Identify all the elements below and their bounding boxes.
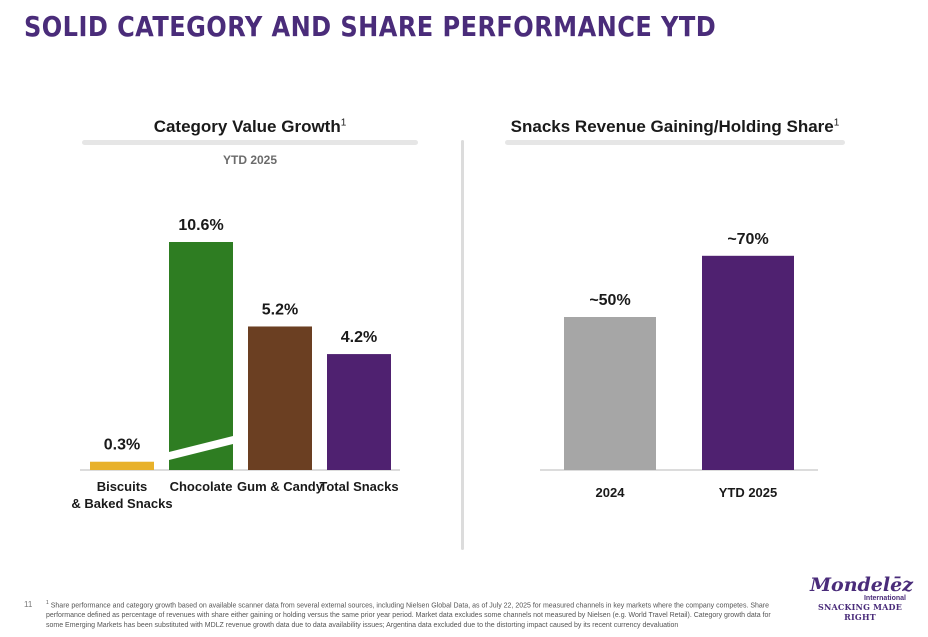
footnote-text: Share performance and category growth ba… — [46, 602, 771, 630]
data-label-1: 10.6% — [178, 217, 223, 234]
share-data-label-0: ~50% — [589, 292, 630, 309]
logo-subtext: International — [863, 595, 906, 602]
category-label-2: Gum & Candy — [237, 479, 324, 494]
slide-title: SOLID CATEGORY AND SHARE PERFORMANCE YTD — [24, 10, 717, 43]
bar-2 — [248, 326, 312, 470]
share-category-label-0: 2024 — [596, 485, 626, 500]
left-chart-title-text: Category Value Growth — [153, 117, 341, 136]
right-chart-title: Snacks Revenue Gaining/Holding Share1 — [505, 117, 845, 137]
left-chart-subtitle: YTD 2025 — [222, 153, 278, 167]
mondelez-logo: Mondelēz International SNACKING MADE RIG… — [810, 574, 913, 622]
category-label-3: Total Snacks — [319, 479, 398, 494]
bar-1 — [169, 242, 233, 470]
left-chart-title-underline — [82, 140, 418, 145]
bar-0 — [90, 461, 154, 470]
share-data-label-1: ~70% — [727, 231, 768, 248]
category-label-0-line1: & Baked Snacks — [71, 496, 172, 511]
data-label-0: 0.3% — [104, 437, 140, 454]
category-label-0: Biscuits — [97, 479, 148, 494]
share-category-label-1: YTD 2025 — [719, 485, 778, 500]
axis-break-mark — [169, 436, 233, 460]
share-bar-1 — [702, 255, 794, 470]
category-label-1: Chocolate — [170, 479, 233, 494]
left-chart-title-sup: 1 — [340, 117, 347, 129]
footnote: 1 Share performance and category growth … — [46, 598, 786, 631]
bar-3 — [327, 354, 391, 470]
data-label-3: 4.2% — [341, 329, 377, 346]
right-chart-title-underline — [505, 140, 845, 145]
share-bar-0 — [564, 317, 656, 470]
left-chart-title: Category Value Growth1 — [82, 117, 418, 137]
footnote-marker: 1 — [46, 600, 49, 606]
logo-wordmark: Mondelēz — [810, 574, 913, 596]
right-chart-title-sup: 1 — [833, 117, 840, 129]
logo-tagline: SNACKING MADE RIGHT — [818, 602, 902, 622]
right-chart-title-text: Snacks Revenue Gaining/Holding Share — [510, 117, 834, 136]
page-number: 11 — [24, 600, 33, 609]
data-label-2: 5.2% — [262, 301, 298, 318]
chart-divider — [461, 140, 464, 550]
